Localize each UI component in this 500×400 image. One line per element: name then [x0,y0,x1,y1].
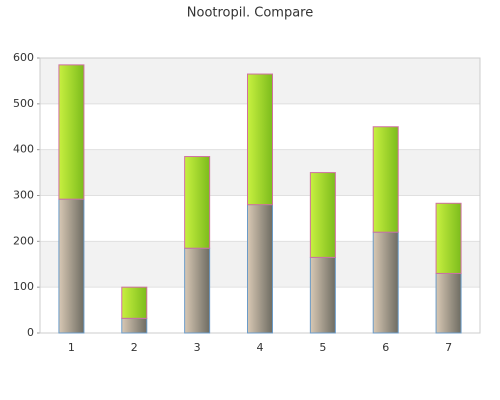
y-tick-label: 200 [13,234,34,247]
chart-title: Nootropil. Compare [187,6,313,21]
y-tick-label: 500 [13,97,34,110]
bar-segment [309,256,336,334]
bar-segment [372,231,399,334]
y-tick-label: 300 [13,189,34,202]
bar-segment [58,64,85,200]
bar-segment [309,172,336,258]
x-tick-label: 2 [131,341,138,354]
bar-segment [184,247,211,334]
x-tick-label: 3 [194,341,201,354]
x-tick-label: 7 [445,341,452,354]
bar-segment [121,286,148,319]
x-tick-label: 5 [319,341,326,354]
y-tick-label: 600 [13,51,34,64]
x-tick-label: 1 [68,341,75,354]
bar-segment [121,317,148,334]
bar-segment [247,73,273,206]
bar-segment [372,126,399,233]
bar-segment [58,198,85,334]
y-tick-label: 0 [27,326,34,339]
x-tick-label: 4 [257,341,264,354]
x-tick-label: 6 [382,341,389,354]
bar-segment [184,156,211,249]
bar-segment [435,202,462,274]
y-tick-label: 400 [13,143,34,156]
bar-segment [247,204,273,334]
bar-segment [435,272,462,334]
y-tick-label: 100 [13,280,34,293]
